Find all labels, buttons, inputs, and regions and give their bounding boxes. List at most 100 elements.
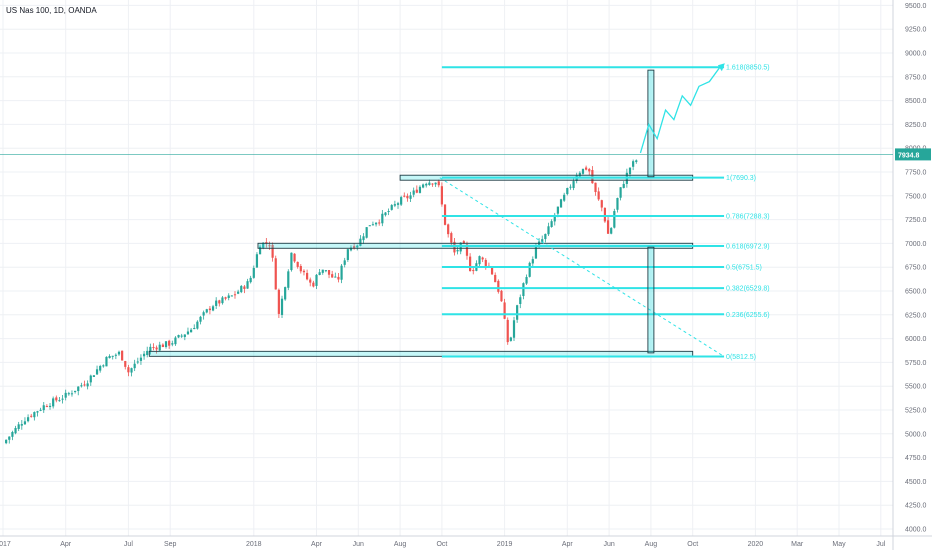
candle-body [425,183,428,186]
candle-body [36,411,39,413]
candle-body [415,189,418,193]
candle-body [14,427,17,434]
candle-body [603,207,607,222]
candle-body [632,161,635,167]
candle-body [183,334,186,337]
candle-body [67,393,70,395]
candle-body [139,357,143,361]
candle-body [83,384,86,386]
x-tick-label: May [832,541,846,548]
candle-body [450,233,453,243]
candle-body [268,245,271,247]
candle-body [105,356,108,367]
candle-body [164,341,168,347]
x-tick-label: 2020 [748,541,764,548]
y-tick-label: 5500.0 [905,384,927,391]
candle-body [174,337,177,345]
candle-body [469,256,472,272]
candle-body [490,266,494,275]
candle-body [572,181,575,189]
candle-body [506,319,509,343]
candle-body [302,270,306,273]
candle-body [121,350,124,361]
candle-body [544,233,547,240]
candle-body [30,415,33,417]
y-tick-label: 7250.0 [905,217,927,224]
candle-body [230,295,233,297]
candle-body [127,367,130,373]
candle-body [566,188,569,195]
candle-body [403,195,406,197]
candle-body [393,204,396,206]
x-tick-label: Aug [394,541,407,548]
candle-body [465,244,469,256]
candle-body [537,241,541,247]
candle-body [556,206,559,214]
candle-body [519,297,522,304]
candle-body [117,351,121,355]
candle-body [547,226,550,235]
candle-body [459,242,462,252]
candle-body [331,274,334,278]
candle-body [327,270,331,275]
candle-body [418,186,422,193]
candle-body [80,385,83,387]
candle-body [168,340,171,346]
candle-body [497,280,500,292]
candle-body [349,247,353,251]
candle-body [287,271,290,288]
candle-body [280,298,284,315]
projected-path [639,66,721,154]
y-tick-label: 5000.0 [905,431,927,438]
candle-body [600,200,603,208]
x-tick-label: Jun [353,541,364,548]
candle-body [5,439,8,444]
candle-body [340,265,343,280]
x-tick-label: Aug [645,541,658,548]
x-tick-label: Oct [687,541,698,548]
y-tick-label: 7500.0 [905,193,927,200]
candle-body [193,327,196,330]
x-tick-label: Oct [436,541,447,548]
candle-body [569,186,572,188]
candle-body [20,424,23,426]
candle-body [406,195,409,199]
candle-body [353,246,356,249]
candle-body [428,182,431,185]
candle-body [443,204,447,225]
candle-body [180,335,183,337]
candle-body [146,350,149,355]
candle-body [136,361,139,363]
candle-body [305,272,309,280]
candle-body [456,250,459,252]
candle-body [312,282,315,287]
candle-body [578,172,581,177]
candle-body [559,199,563,208]
candle-body [42,405,45,411]
candles [5,159,638,445]
projection-box [647,246,655,354]
candle-body [215,300,218,306]
fib-level-label: 0.786(7288.3) [726,213,770,220]
candle-body [400,197,403,205]
candle-body [606,220,610,234]
candle-body [99,366,102,371]
candle-body [86,383,89,387]
candle-body [531,259,534,264]
candle-body [177,335,180,338]
candle-body [324,270,328,272]
candle-body [124,361,127,367]
candle-body [249,277,252,283]
candle-body [92,375,96,377]
candle-body [89,375,92,383]
fib-level-label: 0.5(6751.5) [726,265,762,272]
candle-body [616,198,619,210]
y-tick-label: 6750.0 [905,265,927,272]
candle-body [516,305,519,320]
projected-arrowhead [717,63,725,72]
candle-body [628,167,632,175]
candle-body [74,390,77,393]
candle-body [149,346,152,352]
candle-body [541,239,544,243]
